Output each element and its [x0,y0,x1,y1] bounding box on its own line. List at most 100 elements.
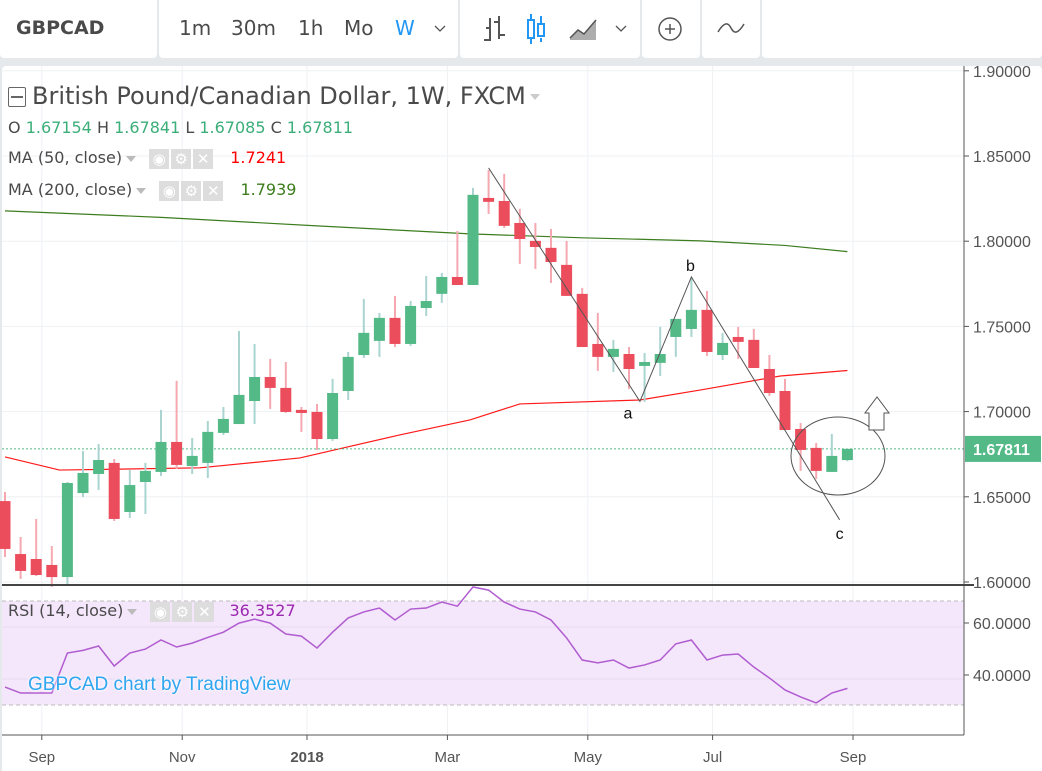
rsi-label[interactable]: RSI (14, close) [8,601,124,620]
candle [0,492,11,557]
candle-body [529,240,541,247]
candle [420,275,432,317]
price-tick-label: 1.75000 [973,319,1031,336]
candle [389,295,401,348]
candle-body [264,377,276,388]
candle-body [124,485,136,512]
price-tick-label: 1.60000 [973,575,1031,592]
ma200-line [4,210,848,253]
candle [202,420,214,479]
price-tick-label: 1.65000 [973,490,1031,507]
candle-body [436,276,448,294]
candle [826,433,838,472]
ma50-value: 1.7241 [230,148,287,167]
chevron-down-icon[interactable] [434,25,446,33]
candle-body [810,447,822,471]
candle [155,409,167,477]
candle [311,403,323,450]
compare-panel [642,0,700,58]
candles-icon[interactable] [524,12,554,46]
eye-icon[interactable]: ◉ [150,601,171,622]
interval-panel: 1m 30m 1h Mo W [159,0,458,58]
ma50-label[interactable]: MA (50, close) [8,148,123,167]
open-value: 1.67154 [25,118,92,137]
candle-body [61,482,73,578]
close-icon[interactable]: ✕ [193,148,214,169]
candle-body [373,317,385,341]
candle [841,448,853,462]
candle-body [779,390,791,431]
candle-body [405,305,417,344]
series-title: British Pound/Canadian Dollar, 1W, FXCM [32,82,526,110]
candle [748,328,760,368]
candle [717,332,729,360]
ma200-value: 1.7939 [240,180,297,199]
candle [607,339,619,372]
bars-icon[interactable] [480,14,510,44]
tradingview-watermark[interactable]: GBPCAD chart by TradingView [28,674,291,695]
caret-down-icon[interactable] [127,608,138,615]
close-icon[interactable]: ✕ [203,180,224,201]
candle [639,352,651,402]
candle [810,442,822,479]
candle [15,537,27,579]
candle [763,355,775,396]
caret-down-icon[interactable] [136,187,147,194]
candle [217,406,229,435]
candle [186,438,198,474]
candle-body [498,200,510,226]
symbol-panel: GBPCAD [0,0,157,58]
close-icon[interactable]: ✕ [194,601,215,622]
candle-body [327,393,339,440]
candle-body [420,301,432,308]
candle [701,290,713,356]
price-tick-label: 1.80000 [973,234,1031,251]
interval-30m[interactable]: 30m [231,16,276,40]
candle-body [202,431,214,463]
gear-icon[interactable]: ⚙ [172,601,193,622]
candle [46,546,58,587]
candle-body [46,564,58,578]
close-label: C [270,118,282,137]
interval-1h[interactable]: 1h [298,16,324,40]
add-compare-icon[interactable] [657,16,683,42]
open-label: O [8,118,21,137]
interval-mo[interactable]: Mo [344,16,374,40]
candle-body [592,343,604,357]
candle [561,240,573,296]
candle-body [748,339,760,368]
collapse-icon[interactable] [8,87,26,107]
eye-icon[interactable]: ◉ [159,180,180,201]
candle [405,301,417,346]
low-value: 1.67085 [199,118,266,137]
interval-w[interactable]: W [395,16,415,40]
ma50-legend: MA (50, close) ◉ ⚙ ✕ 1.7241 [8,148,286,169]
interval-1m[interactable]: 1m [179,16,212,40]
ma200-label[interactable]: MA (200, close) [8,180,133,199]
candle [685,276,697,337]
candle [124,470,136,518]
candle-body [249,377,261,402]
rsi-legend: RSI (14, close) ◉ ⚙ ✕ 36.3527 [8,601,296,622]
caret-down-icon[interactable] [126,155,137,162]
candle [342,351,354,401]
indicators-icon[interactable] [716,20,746,36]
candle [436,272,448,303]
candle-body [467,194,479,285]
indicators-panel [702,0,760,58]
chart-type-panel [460,0,640,58]
gear-icon[interactable]: ⚙ [171,148,192,169]
candle-body [545,247,557,262]
symbol-search-button[interactable]: GBPCAD [16,17,105,39]
chevron-down-icon[interactable] [615,25,627,33]
caret-down-icon[interactable] [529,94,540,100]
gear-icon[interactable]: ⚙ [181,180,202,201]
candle-body [217,418,229,433]
time-tick-label: Mar [434,749,460,766]
area-icon[interactable] [568,16,598,42]
candle-body [280,387,292,412]
candle [233,331,245,425]
eye-icon[interactable]: ◉ [149,148,170,169]
time-tick-label: May [574,749,603,766]
